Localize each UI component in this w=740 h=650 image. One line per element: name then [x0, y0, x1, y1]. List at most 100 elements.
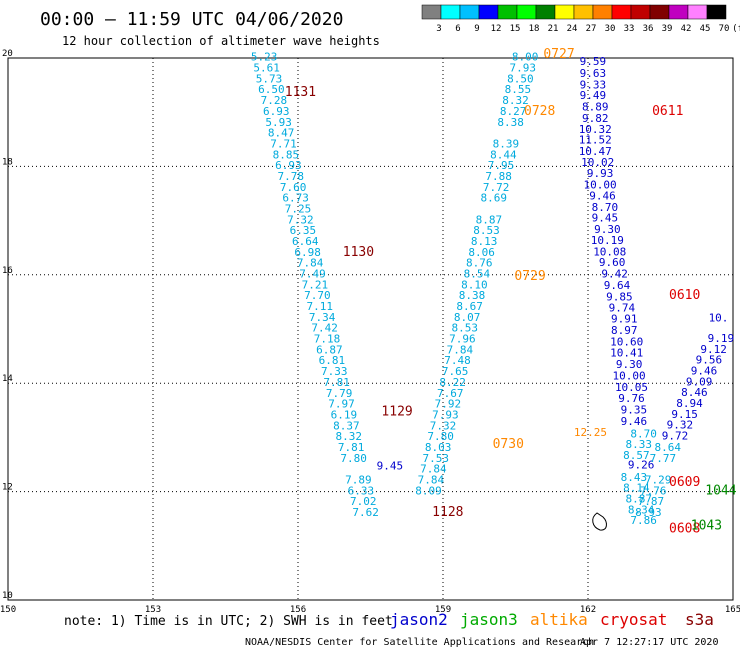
jason2-wave-height: 9.15 [671, 408, 698, 421]
jason3-wave-height: 8.27 [500, 105, 527, 118]
jason3-wave-height: 7.18 [314, 333, 341, 346]
jason2-wave-height: 10.02 [581, 156, 614, 169]
jason3-wave-height: 5.73 [256, 72, 283, 85]
legend-label: 33 [624, 24, 635, 34]
jason2-wave-height: 10.00 [584, 179, 617, 192]
pass-time-label: 1128 [432, 505, 463, 520]
jason3-wave-height: 8.10 [461, 278, 488, 291]
jason2-wave-height: 9.42 [601, 268, 628, 281]
jason3-wave-height: 8.33 [626, 438, 653, 451]
jason3-wave-height: 7.21 [302, 278, 329, 291]
jason2-wave-height: 10.08 [593, 245, 626, 258]
jason2-wave-height: 10.41 [610, 347, 643, 360]
jason3-wave-height: 7.71 [270, 137, 297, 150]
satellite-label-jason2: jason2 [390, 610, 448, 629]
jason2-wave-height: 11.52 [579, 134, 612, 147]
legend-swatch [421, 4, 442, 20]
jason3-wave-height: 7.60 [280, 181, 307, 194]
legend-label: 70 [719, 24, 730, 34]
jason3-wave-height: 8.06 [468, 246, 495, 259]
jason3-wave-height: 6.73 [282, 192, 309, 205]
jason2-wave-height: 9.82 [582, 112, 609, 125]
chart-subtitle: 12 hour collection of altimeter wave hei… [62, 34, 380, 48]
jason3-wave-height: 8.09 [415, 484, 442, 497]
jason2-wave-height: 9.32 [667, 419, 694, 432]
jason3-wave-height: 7.72 [483, 181, 510, 194]
x-tick-label: 159 [435, 605, 451, 615]
y-tick-label: 16 [2, 266, 13, 276]
legend-swatch [535, 4, 556, 20]
jason3-wave-height: 6.87 [316, 343, 343, 356]
pass-time-label: 1129 [381, 405, 412, 420]
jason2-wave-height: 9.26 [628, 458, 655, 471]
legend-swatch [478, 4, 499, 20]
jason3-wave-height: 7.11 [307, 300, 334, 313]
satellite-label-jason3: jason3 [460, 610, 518, 629]
legend-swatch [440, 4, 461, 20]
pass-time-label: 0727 [543, 47, 574, 62]
jason3-wave-height: 6.93 [275, 159, 302, 172]
axis-ticks: 150 153 156 159 162 165 10 12 14 16 18 20 [0, 49, 740, 615]
jason3-wave-height: 5.93 [265, 116, 292, 129]
jason3-wave-height: 7.81 [323, 376, 350, 389]
pass-time-label: 1131 [285, 85, 316, 100]
jason2-wave-height: 9.85 [606, 290, 633, 303]
jason3-wave-height: 8.00 [512, 51, 539, 64]
jason2-wave-height: 10.00 [613, 369, 646, 382]
jason3-wave-height: 7.77 [650, 452, 677, 465]
jason2-wave-height: 8.89 [582, 101, 609, 114]
footer-note: note: 1) Time is in UTC; 2) SWH is in fe… [64, 614, 393, 629]
jason3-wave-height: 8.93 [635, 506, 662, 519]
jason2-wave-height: 9.30 [616, 358, 643, 371]
jason2-wave-height: 9.63 [580, 67, 607, 80]
satellite-label-altika: altika [530, 610, 588, 629]
jason2-wave-height: 9.30 [594, 223, 621, 236]
jason3-wave-height: 7.76 [640, 484, 667, 497]
jason3-wave-height: 7.87 [638, 495, 665, 508]
legend-label: 3 [436, 24, 441, 34]
legend-swatch [459, 4, 480, 20]
x-tick-label: 162 [580, 605, 596, 615]
legend-swatch [649, 4, 670, 20]
jason3-wave-height: 7.28 [261, 94, 288, 107]
pass-time-label: 0729 [514, 269, 545, 284]
jason3-wave-height: 6.33 [348, 484, 375, 497]
jason3-wave-height: 7.96 [449, 333, 476, 346]
jason3-wave-height: 8.39 [493, 137, 520, 150]
pass-time-label: 0610 [669, 288, 700, 303]
legend-swatch [573, 4, 594, 20]
jason2-wave-height: 8.70 [592, 201, 619, 214]
jason3-wave-height: 7.84 [420, 463, 447, 476]
legend-swatch [706, 4, 727, 20]
pass-time-label: 1043 [691, 519, 722, 534]
jason3-wave-height: 7.32 [430, 419, 457, 432]
jason3-wave-height: 8.13 [471, 235, 498, 248]
jason3-wave-height: 8.64 [655, 441, 682, 454]
jason2-wave-height: 10.05 [615, 381, 648, 394]
pass-time-label: 0728 [524, 104, 555, 119]
jason3-wave-height: 7.93 [510, 62, 537, 75]
jason3-wave-height: 7.33 [321, 365, 348, 378]
jason3-wave-height: 7.62 [352, 506, 379, 519]
jason3-wave-height: 8.69 [481, 192, 508, 205]
altika-wave-height: 12.25 [574, 426, 607, 439]
jason3-wave-height: 7.32 [287, 213, 314, 226]
jason3-wave-height: 8.14 [623, 482, 650, 495]
time-labels: 1131 1130 1129 1128 0727 0728 0729 0730 0611 0610… [285, 47, 737, 536]
chart-title: 00:00 – 11:59 UTC 04/06/2020 [40, 9, 343, 30]
jason2-wave-height: 10. [709, 311, 729, 324]
jason3-wave-height: 6.98 [294, 246, 321, 259]
jason2-wave-height: 9.93 [587, 167, 614, 180]
jason3-wave-height: 8.34 [628, 503, 655, 516]
jason3-wave-height: 8.22 [439, 376, 466, 389]
jason3-wave-height: 8.32 [502, 94, 529, 107]
jason2-wave-height: 8.94 [676, 397, 703, 410]
legend-swatch [611, 4, 632, 20]
jason2-wave-height: 10.32 [579, 123, 612, 136]
jason3-wave-height: 8.76 [466, 257, 493, 270]
jason3-wave-height: 8.32 [336, 430, 363, 443]
jason3-wave-height: 8.67 [456, 300, 483, 313]
jason3-wave-height: 7.34 [309, 311, 336, 324]
legend-label: 18 [529, 24, 540, 34]
